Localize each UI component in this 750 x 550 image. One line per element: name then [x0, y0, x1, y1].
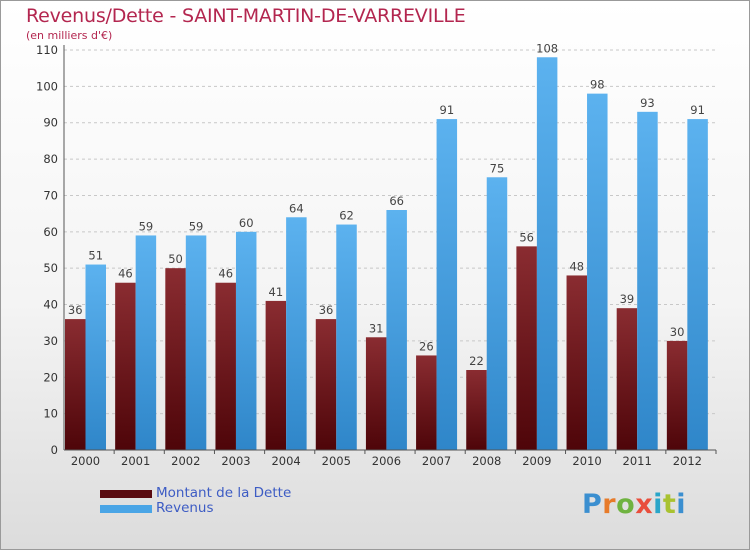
- bar-revenus: [436, 119, 458, 450]
- bar-revenus: [235, 231, 257, 450]
- x-tick-label: 2001: [121, 454, 150, 468]
- data-label-debt: 41: [269, 285, 284, 299]
- bar-revenus: [637, 111, 658, 451]
- y-tick-label: 50: [43, 261, 58, 275]
- data-label-debt: 30: [670, 325, 685, 339]
- y-tick-label: 40: [43, 298, 58, 312]
- data-label-debt: 48: [569, 259, 584, 273]
- x-tick-label: 2004: [271, 454, 300, 468]
- proxiti-logo: Proxiti: [582, 489, 687, 520]
- data-label-revenus: 66: [389, 194, 404, 208]
- bar-revenus: [486, 177, 508, 451]
- y-tick-label: 30: [43, 334, 58, 348]
- bar-debt: [65, 319, 86, 450]
- y-tick-label: 10: [43, 407, 58, 421]
- data-label-revenus: 93: [640, 96, 655, 110]
- y-tick-label: 60: [43, 225, 58, 239]
- bar-debt: [466, 370, 487, 450]
- bar-debt: [115, 282, 136, 450]
- x-tick-label: 2000: [71, 454, 100, 468]
- bar-debt: [616, 308, 638, 450]
- y-tick-label: 80: [43, 152, 58, 166]
- legend-swatch-debt: [100, 490, 152, 498]
- data-label-debt: 36: [319, 303, 334, 317]
- data-label-debt: 46: [218, 267, 233, 281]
- legend-label-debt: Montant de la Dette: [156, 485, 292, 501]
- x-tick-label: 2005: [322, 454, 351, 468]
- x-tick-label: 2011: [623, 454, 652, 468]
- data-label-revenus: 91: [690, 103, 705, 117]
- data-label-revenus: 91: [440, 103, 455, 117]
- data-label-revenus: 59: [139, 219, 154, 233]
- y-tick-label: 0: [51, 443, 58, 457]
- data-label-debt: 39: [620, 292, 635, 306]
- y-tick-label: 100: [36, 79, 58, 93]
- bar-revenus: [135, 235, 157, 450]
- data-label-debt: 50: [168, 252, 183, 266]
- x-tick-label: 2008: [472, 454, 501, 468]
- data-label-debt: 26: [419, 339, 434, 353]
- data-label-debt: 31: [369, 321, 384, 335]
- data-label-debt: 36: [68, 303, 83, 317]
- x-tick-label: 2003: [221, 454, 250, 468]
- x-tick-label: 2007: [422, 454, 451, 468]
- bar-debt: [265, 300, 287, 450]
- chart-subtitle: (en milliers d'€): [26, 29, 113, 42]
- data-label-revenus: 62: [339, 209, 354, 223]
- x-tick-label: 2006: [372, 454, 401, 468]
- bar-revenus: [536, 57, 558, 450]
- x-tick-label: 2012: [673, 454, 702, 468]
- y-tick-label: 90: [43, 116, 58, 130]
- legend-label-revenus: Revenus: [156, 500, 214, 516]
- bar-debt: [516, 246, 537, 450]
- x-tick-label: 2002: [171, 454, 200, 468]
- data-label-revenus: 108: [536, 41, 558, 55]
- bar-debt: [666, 340, 688, 450]
- data-label-revenus: 64: [289, 201, 304, 215]
- chart-title: Revenus/Dette - SAINT-MARTIN-DE-VARREVIL…: [26, 5, 466, 27]
- bar-revenus: [587, 93, 608, 451]
- bar-revenus: [286, 217, 307, 450]
- x-tick-label: 2009: [522, 454, 551, 468]
- data-label-revenus: 51: [88, 249, 103, 263]
- bar-revenus: [687, 119, 708, 450]
- y-tick-label: 70: [43, 188, 58, 202]
- bar-revenus: [336, 224, 357, 450]
- bar-debt: [365, 337, 387, 450]
- data-label-revenus: 60: [239, 216, 254, 230]
- bar-debt: [165, 268, 186, 450]
- y-tick-label: 20: [43, 370, 58, 384]
- legend-swatch-revenus: [100, 505, 152, 513]
- bar-debt: [566, 275, 588, 450]
- bar-debt: [315, 319, 337, 450]
- data-label-revenus: 59: [189, 219, 204, 233]
- bar-debt: [416, 355, 437, 450]
- data-label-debt: 46: [118, 267, 133, 281]
- y-tick-label: 110: [36, 43, 58, 57]
- bar-revenus: [185, 235, 207, 450]
- data-label-debt: 22: [469, 354, 484, 368]
- bar-revenus: [85, 264, 106, 450]
- bar-revenus: [386, 210, 407, 450]
- data-label-debt: 56: [519, 230, 534, 244]
- x-tick-label: 2010: [572, 454, 601, 468]
- bar-debt: [215, 282, 236, 450]
- data-label-revenus: 75: [490, 161, 505, 175]
- data-label-revenus: 98: [590, 78, 605, 92]
